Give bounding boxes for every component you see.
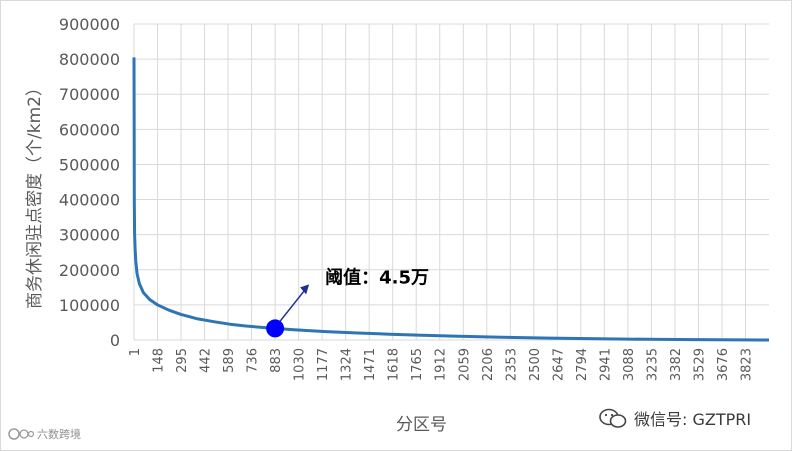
y-tick-label: 0 — [110, 331, 120, 350]
x-tick-label: 883 — [269, 348, 284, 373]
x-tick-label: 2647 — [551, 348, 566, 381]
x-tick-label: 1471 — [363, 348, 378, 381]
y-tick-label: 600000 — [59, 120, 120, 139]
x-tick-label: 295 — [175, 348, 190, 373]
x-tick-label: 3235 — [645, 348, 660, 381]
x-tick-label: 1 — [128, 348, 143, 356]
x-tick-label: 3676 — [716, 348, 731, 381]
x-axis-title: 分区号 — [396, 415, 447, 435]
annotation-arrow-line — [278, 287, 307, 323]
x-tick-label: 2500 — [528, 348, 543, 381]
x-tick-label: 3823 — [739, 348, 754, 381]
x-tick-label: 2353 — [504, 348, 519, 381]
x-tick-label: 442 — [199, 348, 214, 373]
x-tick-label: 1030 — [293, 348, 308, 381]
y-tick-label: 800000 — [59, 50, 120, 69]
x-tick-label: 2206 — [481, 348, 496, 381]
y-tick-label: 200000 — [59, 261, 120, 280]
x-tick-label: 3529 — [692, 348, 707, 381]
y-tick-label: 100000 — [59, 296, 120, 315]
annotation-arrowhead — [300, 284, 310, 295]
series-line — [132, 57, 770, 342]
grid-lines — [133, 23, 769, 341]
annotation-label: 阈值：4.5万 — [325, 266, 429, 288]
annotation-layer: 阈值：4.5万 — [266, 266, 429, 338]
threshold-point — [266, 319, 285, 338]
y-tick-label: 300000 — [59, 226, 120, 245]
y-tick-label: 900000 — [59, 15, 120, 34]
watermark-left-text: 六数跨境 — [37, 428, 81, 441]
x-tick-label: 2794 — [575, 348, 590, 381]
watermark-left: 六数跨境 — [8, 426, 81, 442]
brand-logo-icon — [8, 428, 34, 440]
x-tick-label: 1324 — [340, 348, 355, 381]
y-axis-title: 商务休闲驻点密度（个/km2） — [25, 79, 45, 309]
y-tick-labels: 0 100000 200000 300000 400000 500000 600000 700… — [59, 15, 120, 350]
x-tick-label: 1912 — [434, 348, 449, 381]
x-tick-label: 2059 — [457, 348, 472, 381]
y-tick-label: 400000 — [59, 191, 120, 210]
x-tick-label: 1765 — [410, 348, 425, 381]
x-tick-label: 3382 — [669, 348, 684, 381]
x-tick-label: 2941 — [598, 348, 613, 381]
x-tick-label: 1618 — [387, 348, 402, 381]
watermark-right: 微信号: GZTPRI — [598, 406, 751, 430]
y-tick-label: 500000 — [59, 155, 120, 174]
x-tick-label: 148 — [152, 348, 167, 373]
x-tick-label: 3088 — [622, 348, 637, 381]
watermark-right-text: 微信号: GZTPRI — [634, 410, 752, 429]
y-tick-label: 700000 — [59, 85, 120, 104]
x-tick-label: 589 — [222, 348, 237, 373]
x-tick-label: 736 — [246, 348, 261, 373]
x-tick-label: 1177 — [316, 348, 331, 381]
series-layer — [132, 57, 770, 342]
x-tick-labels: 1 148 295 442 589 736 883 1030 1177 1324 1471 1618 1… — [128, 348, 754, 381]
wechat-icon — [599, 408, 627, 428]
